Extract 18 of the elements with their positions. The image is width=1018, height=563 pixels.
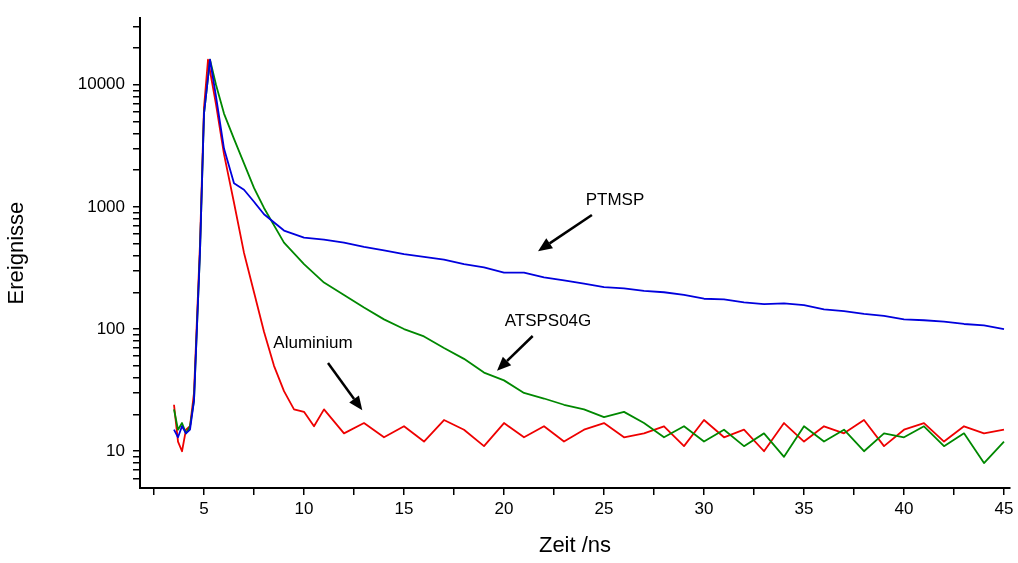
x-axis-title: Zeit /ns	[538, 531, 612, 557]
x-tick-label: 5	[199, 498, 209, 518]
x-tick-label: 15	[394, 498, 414, 518]
annotation: ATSPS04G	[504, 311, 592, 332]
y-tick-label: 100	[96, 318, 125, 338]
y-tick-label: 10	[106, 440, 125, 460]
y-tick-label: 1000	[87, 196, 125, 216]
annotation: Aluminium	[273, 332, 353, 353]
x-tick-label: 35	[794, 498, 814, 518]
y-tick-label: 10000	[77, 74, 125, 94]
y-axis-title: Ereignisse	[3, 201, 29, 305]
x-tick-label: 45	[994, 498, 1014, 518]
x-tick-label: 30	[694, 498, 714, 518]
x-tick-label: 40	[894, 498, 914, 518]
annotation: PTMSP	[585, 189, 645, 210]
x-tick-label: 25	[594, 498, 614, 518]
x-tick-label: 20	[494, 498, 514, 518]
x-tick-label: 10	[294, 498, 314, 518]
